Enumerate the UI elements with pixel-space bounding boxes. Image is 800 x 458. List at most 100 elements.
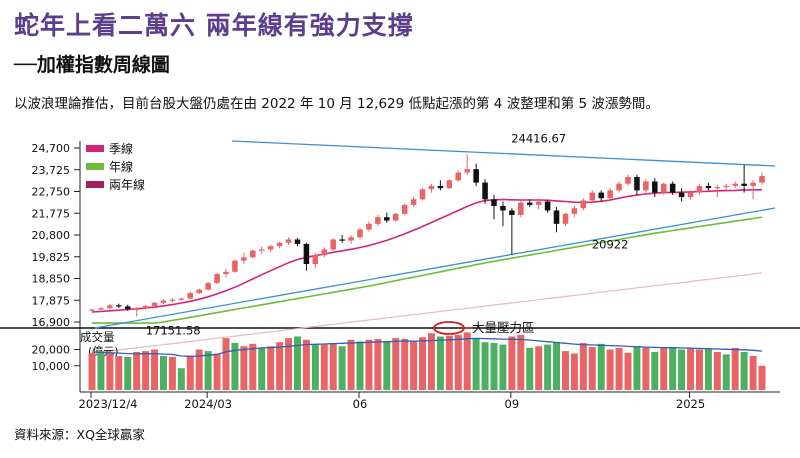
price-tick-label: 24,700: [32, 142, 71, 155]
price-annotation: 24416.67: [511, 131, 566, 145]
volume-bar: [651, 351, 659, 390]
volume-bar: [365, 339, 373, 390]
volume-bar: [713, 351, 721, 390]
candle-body: [303, 243, 310, 264]
volume-bar: [213, 353, 221, 390]
volume-bar: [249, 343, 257, 390]
volume-bar: [302, 339, 310, 390]
candle-body: [366, 223, 372, 230]
volume-bar: [356, 341, 364, 390]
candle-body: [446, 180, 453, 189]
price-annotation: 17151.58: [146, 323, 201, 337]
volume-bar: [704, 348, 712, 390]
legend-swatch: [86, 163, 104, 170]
volume-bar: [579, 343, 587, 390]
price-tick-label: 19,825: [32, 251, 71, 264]
volume-bar: [195, 349, 203, 390]
candle-body: [473, 169, 479, 183]
candle-body: [437, 185, 444, 189]
legend-swatch: [86, 181, 104, 188]
candle-body: [160, 300, 167, 303]
volume-bar: [159, 356, 167, 390]
volume-bar: [410, 341, 418, 390]
volume-bar: [436, 336, 444, 390]
candle-body: [598, 192, 604, 199]
volume-bar: [276, 342, 284, 390]
candle-body: [678, 192, 685, 198]
candle-body: [178, 298, 185, 300]
candle-body: [553, 210, 560, 224]
page-subtitle: ──加權指數周線圖: [14, 54, 170, 76]
price-tick-label: 23,725: [32, 164, 71, 177]
candle-body: [401, 204, 408, 214]
volume-bar: [347, 339, 355, 390]
candle-body: [526, 202, 533, 205]
volume-bar: [553, 342, 561, 390]
candle-body: [187, 293, 194, 299]
candle-body: [124, 306, 131, 310]
volume-bar: [490, 343, 498, 390]
volume-bar: [624, 352, 632, 390]
candle-body: [223, 271, 229, 275]
candle-body: [696, 185, 703, 193]
candle-body: [151, 302, 158, 306]
lower-trend-line: [94, 207, 776, 329]
volume-bar: [561, 351, 569, 390]
volume-bar: [722, 354, 730, 390]
volume-bar: [678, 349, 686, 390]
volume-bar: [499, 344, 507, 390]
candle-body: [571, 208, 578, 214]
volume-tick-label: 20,000: [32, 344, 71, 357]
candle-body: [580, 200, 587, 209]
candle-body: [384, 217, 390, 221]
candle-body: [544, 201, 551, 211]
candle-body: [491, 199, 497, 206]
volume-bar: [258, 347, 266, 390]
volume-title: 成交量: [80, 330, 115, 344]
candle-body: [205, 282, 211, 290]
volume-bar: [588, 347, 596, 390]
candle-body: [669, 183, 676, 193]
volume-bar: [374, 338, 382, 390]
volume-bar: [124, 356, 132, 390]
volume-bar: [419, 337, 427, 390]
candle-body: [357, 229, 363, 238]
volume-bar: [142, 351, 150, 390]
upper-trend-line: [231, 140, 776, 167]
candle-body: [169, 299, 176, 301]
price-tick-label: 16,900: [32, 316, 71, 329]
volume-bar: [633, 346, 641, 390]
volume-bar: [472, 338, 480, 390]
volume-bar: [338, 346, 346, 390]
candle-body: [339, 239, 345, 241]
volume-bar: [383, 341, 391, 390]
volume-bar: [115, 356, 123, 390]
candle-body: [759, 175, 765, 183]
candle-body: [509, 210, 515, 215]
page-title: 蛇年上看二萬六 兩年線有強力支撐: [14, 11, 414, 40]
volume-bar: [758, 365, 766, 390]
x-tick-label: 2024/03: [184, 397, 232, 411]
candle-body: [732, 183, 738, 186]
volume-bar: [168, 356, 176, 390]
volume-bar: [508, 336, 516, 390]
candle-body: [392, 213, 399, 221]
x-tick-label: 09: [505, 397, 520, 411]
candle-body: [562, 213, 569, 224]
source-note: 資料來源：XQ全球贏家: [14, 427, 145, 442]
candle-body: [616, 183, 622, 191]
candle-body: [116, 305, 122, 307]
candle-body: [482, 182, 488, 200]
season-line: [91, 188, 763, 313]
candle-body: [589, 192, 596, 201]
volume-tick-label: 10,000: [32, 360, 71, 373]
volume-bar: [133, 351, 141, 390]
candle-body: [348, 237, 354, 241]
two-year-line: [91, 272, 763, 354]
candle-body: [312, 255, 319, 264]
volume-bar: [687, 348, 695, 390]
candle-body: [107, 305, 113, 309]
legend-label: 季線: [109, 141, 133, 156]
volume-bar: [293, 336, 301, 390]
